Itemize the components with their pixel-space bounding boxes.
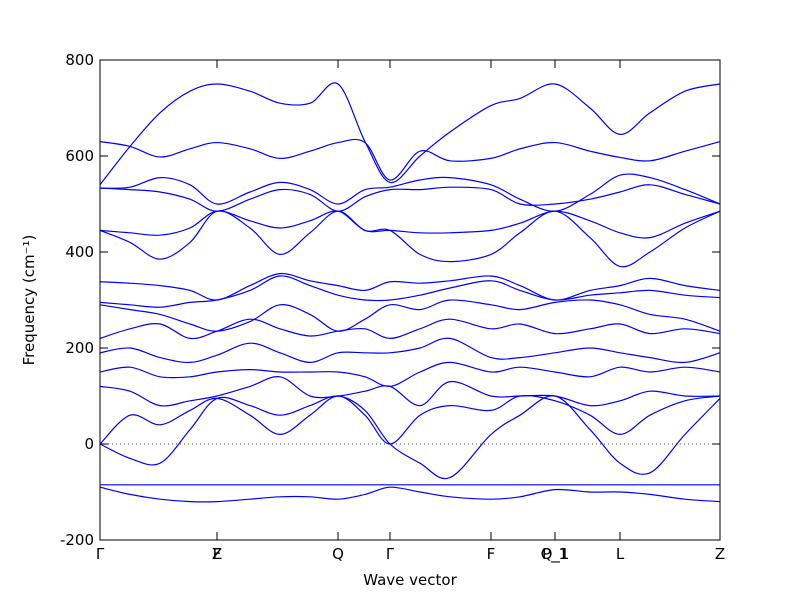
band-line: [99, 486, 721, 503]
band-line: [99, 173, 721, 212]
band-line: [99, 318, 721, 340]
plot-frame: [99, 59, 721, 541]
y-tick-label: 600: [65, 147, 94, 165]
band-line: [99, 82, 721, 186]
band-line: [99, 272, 721, 301]
band-line: [99, 210, 721, 239]
x-tick-label: Q_1: [541, 545, 570, 564]
band-line: [99, 376, 721, 407]
x-tick-label: Z: [715, 545, 725, 563]
x-tick-label: F: [487, 545, 496, 563]
band-line: [99, 395, 721, 480]
x-tick-label: Q: [332, 545, 344, 563]
y-tick-label: 400: [65, 243, 94, 261]
x-tick-label: Γ: [386, 545, 395, 563]
band-line: [99, 299, 721, 332]
y-tick-label: 800: [65, 51, 94, 69]
x-tick-label: Z: [212, 545, 222, 563]
y-axis-label: Frequency (cm⁻¹): [20, 235, 38, 366]
band-line: [99, 275, 721, 308]
x-tick-label: Γ: [96, 545, 105, 563]
y-tick-label: -200: [60, 531, 94, 549]
x-axis-label: Wave vector: [363, 571, 457, 589]
x-tick-label: L: [616, 545, 625, 563]
band-line: [99, 337, 721, 364]
x-tick-label: F: [213, 545, 222, 563]
y-tick-label: 200: [65, 339, 94, 357]
y-tick-label: 0: [84, 435, 94, 453]
x-tick-label: P_1: [542, 545, 568, 564]
band-line: [99, 184, 721, 212]
band-line: [99, 138, 721, 181]
